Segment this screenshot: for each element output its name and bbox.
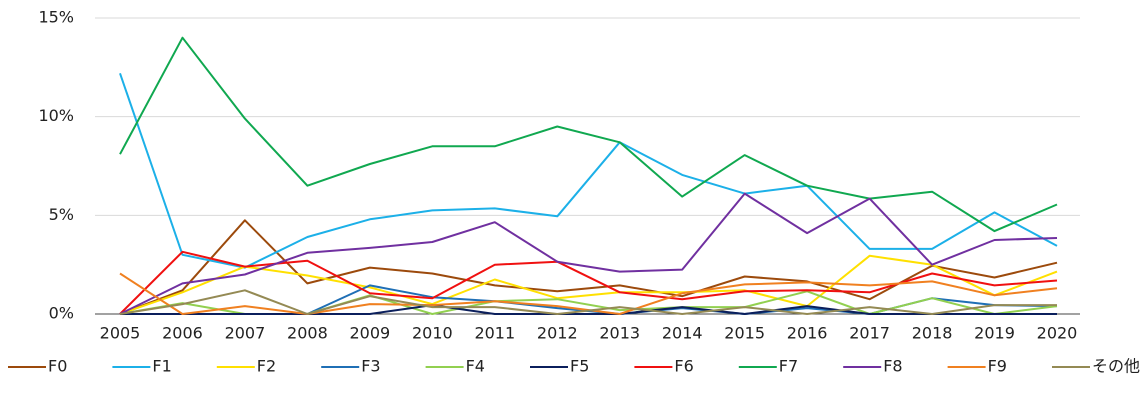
x-tick-label: 2005	[100, 324, 141, 343]
legend-label: F1	[152, 357, 171, 376]
x-tick-label: 2013	[599, 324, 640, 343]
x-tick-label: 2007	[225, 324, 266, 343]
y-tick-label: 10%	[38, 106, 74, 125]
x-tick-label: 2012	[537, 324, 578, 343]
x-tick-label: 2015	[724, 324, 765, 343]
series-line	[119, 254, 1058, 315]
y-tick-label: 0%	[49, 304, 74, 323]
legend-label: F4	[466, 357, 485, 376]
series-line	[119, 192, 1058, 315]
x-tick-label: 2017	[849, 324, 890, 343]
legend-label: F5	[570, 357, 589, 376]
series-line	[120, 304, 1057, 315]
series-line	[119, 72, 1058, 269]
legend-label: F2	[257, 357, 276, 376]
x-tick-label: 2006	[162, 324, 203, 343]
legend-label: F7	[779, 357, 798, 376]
series-line	[119, 272, 1058, 315]
y-tick-label: 5%	[49, 205, 74, 224]
x-tick-label: 2011	[474, 324, 515, 343]
legend-label: その他	[1092, 357, 1140, 376]
x-tick-label: 2019	[974, 324, 1015, 343]
series-line	[119, 36, 1058, 233]
legend-label: F9	[988, 357, 1007, 376]
x-tick-label: 2008	[287, 324, 328, 343]
x-tick-label: 2009	[350, 324, 391, 343]
series-line	[119, 289, 1057, 315]
x-tick-label: 2018	[912, 324, 953, 343]
y-tick-label: 15%	[38, 8, 74, 27]
legend-label: F0	[48, 357, 67, 376]
x-tick-label: 2020	[1037, 324, 1078, 343]
x-tick-label: 2016	[787, 324, 828, 343]
x-tick-label: 2010	[412, 324, 453, 343]
x-tick-label: 2014	[662, 324, 703, 343]
legend-label: F3	[361, 357, 380, 376]
legend-label: F8	[883, 357, 902, 376]
legend-label: F6	[674, 357, 693, 376]
